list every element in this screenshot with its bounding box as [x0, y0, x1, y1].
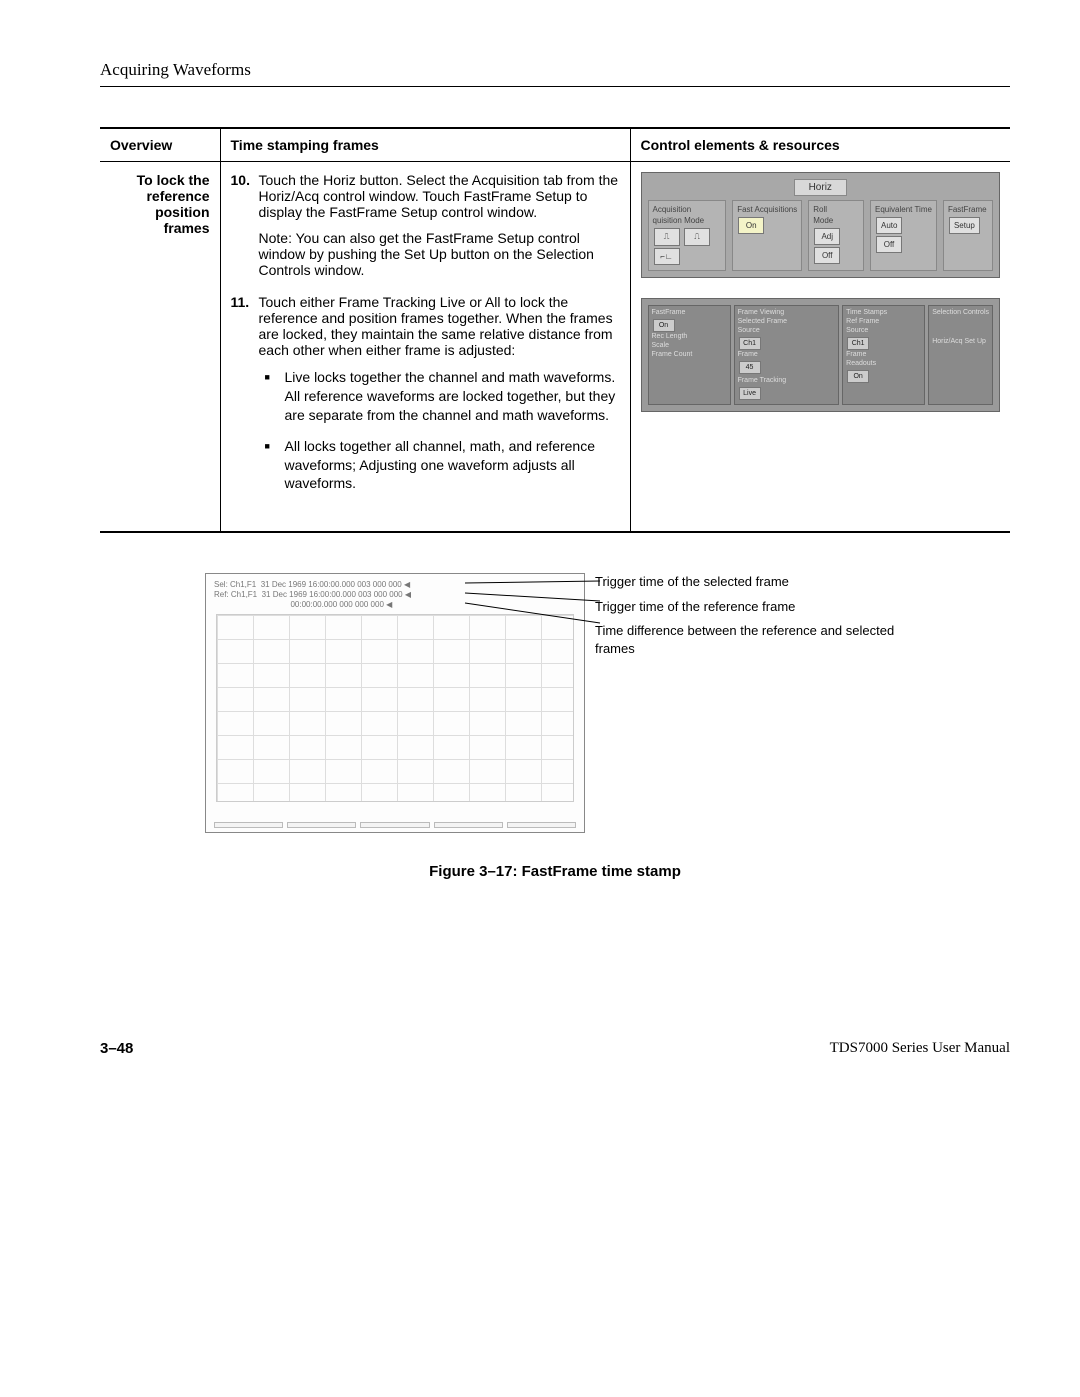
figure-callouts: Trigger time of the selected frame Trigg…	[595, 573, 905, 664]
ff-setup-btn[interactable]: Setup	[949, 217, 980, 234]
btm-5[interactable]	[507, 822, 576, 828]
p2-view-src: Source	[738, 327, 836, 334]
step-10-body: Touch the Horiz button. Select the Acqui…	[259, 172, 620, 220]
acq-title: Acquisition	[653, 205, 722, 214]
readout-ref-time: 31 Dec 1969 16:00:00.000 003 000 000	[262, 590, 403, 599]
page-number: 3–48	[100, 1040, 133, 1057]
readout-delta: 00:00:00.000 000 000 000	[290, 600, 383, 609]
manual-title: TDS7000 Series User Manual	[830, 1040, 1010, 1057]
step-10-num: 10.	[231, 172, 259, 278]
step-10: 10. Touch the Horiz button. Select the A…	[231, 172, 620, 278]
step-11-bullet-1: Live locks together the channel and math…	[259, 368, 620, 425]
p2-ts-frame: Frame	[846, 351, 921, 358]
p2-ff-scale: Scale	[652, 342, 727, 349]
p2-ts-ch1[interactable]: Ch1	[847, 337, 869, 350]
acq-btn-3[interactable]: ⌐∟	[654, 248, 680, 265]
p2-view-sel: Selected Frame	[738, 318, 836, 325]
fast-on-btn[interactable]: On	[738, 217, 764, 234]
roll-off-btn[interactable]: Off	[814, 247, 840, 264]
btm-2[interactable]	[287, 822, 356, 828]
p2-ff-title: FastFrame	[652, 309, 727, 316]
overview-cell: To lock the reference position frames	[100, 162, 220, 533]
timestamp-readout: Sel: Ch1,F1 31 Dec 1969 16:00:00.000 003…	[214, 580, 411, 609]
equiv-title: Equivalent Time	[875, 205, 932, 214]
p2-ff-reclen: Rec Length	[652, 333, 727, 340]
p2-ts-title: Time Stamps	[846, 309, 921, 316]
oscilloscope-screen: Sel: Ch1,F1 31 Dec 1969 16:00:00.000 003…	[205, 573, 585, 833]
col-controls: Control elements & resources	[630, 128, 1010, 162]
section-header: Acquiring Waveforms	[100, 60, 1010, 87]
col-steps: Time stamping frames	[220, 128, 630, 162]
acq-btn-1[interactable]: ⎍	[654, 228, 680, 246]
equiv-auto-btn[interactable]: Auto	[876, 217, 902, 234]
readout-sel-label: Sel: Ch1,F1	[214, 580, 256, 589]
acq-btn-2[interactable]: ⎍	[684, 228, 710, 246]
callout-1: Trigger time of the selected frame	[595, 573, 905, 591]
p2-ts-src: Source	[846, 327, 921, 334]
oscope-bottom-buttons	[214, 822, 576, 828]
p2-ff-on[interactable]: On	[653, 319, 675, 332]
p2-ff-fcount: Frame Count	[652, 351, 727, 358]
callout-3: Time difference between the reference an…	[595, 622, 905, 658]
instruction-table: Overview Time stamping frames Control el…	[100, 127, 1010, 533]
steps-cell: 10. Touch the Horiz button. Select the A…	[220, 162, 630, 533]
acq-sub: quisition Mode	[653, 216, 722, 225]
equiv-off-btn[interactable]: Off	[876, 236, 902, 253]
p2-view-live[interactable]: Live	[739, 387, 761, 400]
callout-2: Trigger time of the reference frame	[595, 598, 905, 616]
roll-sub: Mode	[813, 216, 859, 225]
figure-caption: Figure 3–17: FastFrame time stamp	[100, 863, 1010, 880]
step-10-note: Note: You can also get the FastFrame Set…	[259, 230, 620, 278]
p2-view-frame: Frame	[738, 351, 836, 358]
fastframe-setup-panel: FastFrame On Rec Length Scale Frame Coun…	[641, 298, 1001, 412]
col-overview: Overview	[100, 128, 220, 162]
p2-ha-title: Horiz/Acq Set Up	[932, 338, 989, 345]
page-footer: 3–48 TDS7000 Series User Manual	[100, 1040, 1010, 1057]
p2-view-title: Frame Viewing	[738, 309, 836, 316]
roll-adj-btn[interactable]: Adj	[814, 228, 840, 245]
figure-3-17: Sel: Ch1,F1 31 Dec 1969 16:00:00.000 003…	[205, 573, 905, 833]
horiz-acq-panel: Horiz Acquisition quisition Mode ⎍ ⎍ ⌐∟ …	[641, 172, 1001, 278]
controls-cell: Horiz Acquisition quisition Mode ⎍ ⎍ ⌐∟ …	[630, 162, 1010, 533]
step-11-body: Touch either Frame Tracking Live or All …	[259, 294, 620, 358]
roll-title: Roll	[813, 205, 859, 214]
p2-ts-readouts: Readouts	[846, 360, 921, 367]
p2-view-ch1[interactable]: Ch1	[739, 337, 761, 350]
p2-sc-title: Selection Controls	[932, 309, 989, 316]
btm-1[interactable]	[214, 822, 283, 828]
btm-4[interactable]	[434, 822, 503, 828]
readout-ref-label: Ref: Ch1,F1	[214, 590, 257, 599]
p2-ts-on[interactable]: On	[847, 370, 869, 383]
step-11-num: 11.	[231, 294, 259, 505]
readout-sel-time: 31 Dec 1969 16:00:00.000 003 000 000	[261, 580, 402, 589]
p2-ts-ref: Ref Frame	[846, 318, 921, 325]
step-11: 11. Touch either Frame Tracking Live or …	[231, 294, 620, 505]
ff-title: FastFrame	[948, 205, 988, 214]
horiz-tab[interactable]: Horiz	[794, 179, 847, 196]
waveform-grid	[216, 614, 574, 802]
p2-view-45[interactable]: 45	[739, 361, 761, 374]
fast-title: Fast Acquisitions	[737, 205, 797, 214]
btm-3[interactable]	[360, 822, 429, 828]
step-11-bullet-2: All locks together all channel, math, an…	[259, 437, 620, 494]
p2-view-tracking: Frame Tracking	[738, 377, 836, 384]
